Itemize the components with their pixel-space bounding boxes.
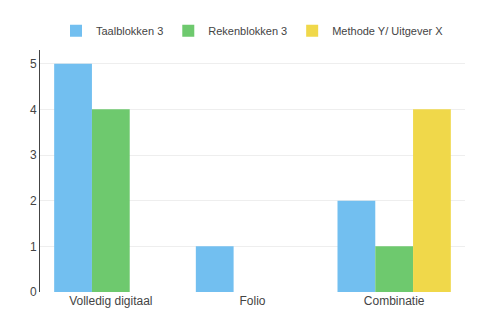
svg-text:Folio: Folio	[239, 294, 265, 308]
svg-text:Methode Y/ Uitgever X: Methode Y/ Uitgever X	[332, 25, 443, 37]
svg-text:Volledig digitaal: Volledig digitaal	[69, 294, 152, 308]
svg-text:Combinatie: Combinatie	[364, 294, 425, 308]
svg-text:3: 3	[30, 148, 37, 162]
svg-text:0: 0	[30, 285, 37, 299]
svg-text:4: 4	[30, 103, 37, 117]
svg-text:1: 1	[30, 240, 37, 254]
svg-text:Taalblokken 3: Taalblokken 3	[96, 25, 163, 37]
svg-text:2: 2	[30, 194, 37, 208]
svg-text:5: 5	[30, 57, 37, 71]
svg-text:Rekenblokken 3: Rekenblokken 3	[208, 25, 287, 37]
